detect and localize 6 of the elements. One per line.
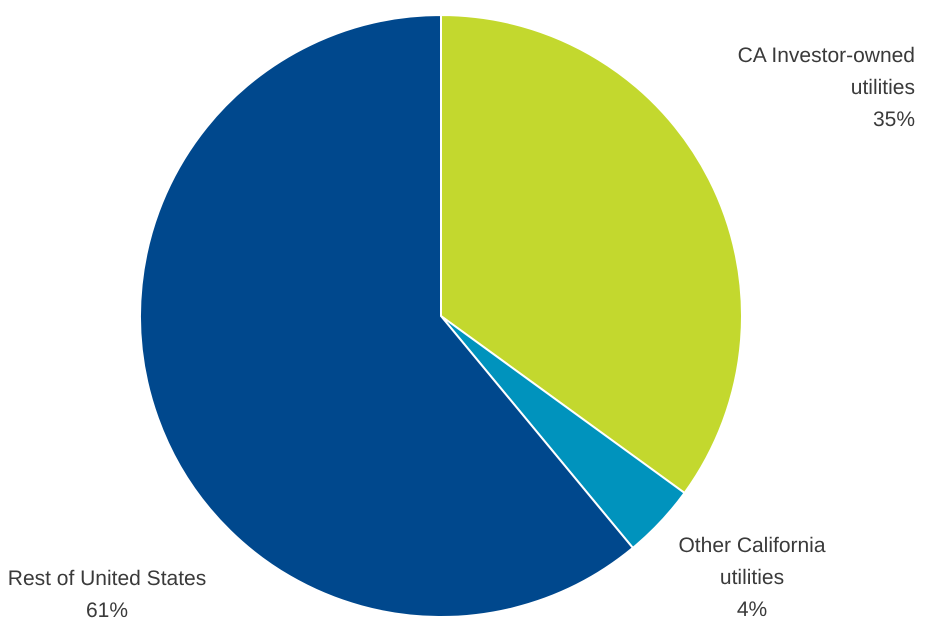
slice-label: CA Investor-owned utilities [738,44,915,99]
slice-label: Other California utilities [678,534,826,589]
data-label: 35% [872,108,915,131]
data-label: 4% [736,598,768,621]
data-label: 61% [86,599,128,622]
slice-label: Rest of United States [8,567,206,590]
